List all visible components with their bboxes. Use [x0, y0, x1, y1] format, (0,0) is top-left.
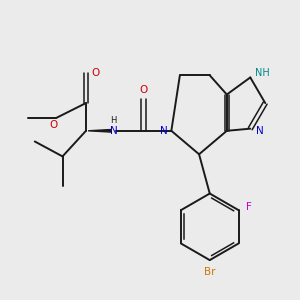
Polygon shape	[88, 130, 111, 132]
Text: O: O	[91, 68, 100, 78]
Text: F: F	[246, 202, 252, 212]
Text: O: O	[50, 120, 58, 130]
Text: NH: NH	[255, 68, 270, 78]
Text: H: H	[110, 116, 117, 124]
Text: Br: Br	[204, 267, 215, 277]
Text: O: O	[140, 85, 148, 95]
Text: N: N	[160, 126, 167, 136]
Text: N: N	[256, 126, 263, 136]
Text: N: N	[110, 126, 118, 136]
